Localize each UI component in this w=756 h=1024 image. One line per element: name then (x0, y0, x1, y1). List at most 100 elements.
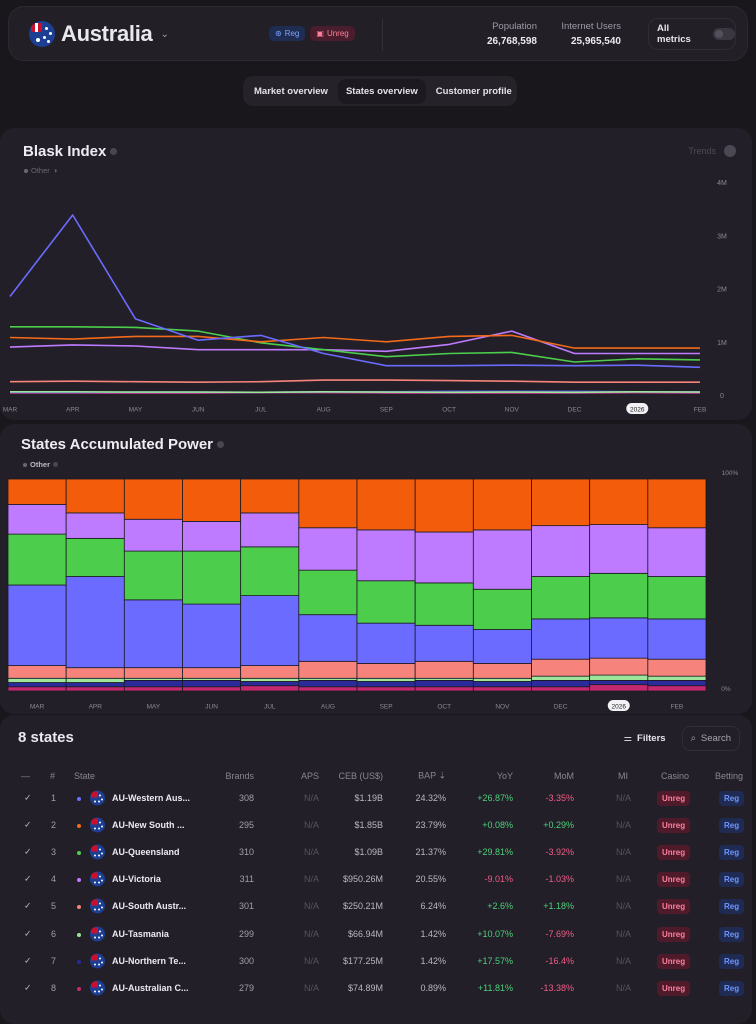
state-name-link[interactable]: AU-Queensland (112, 846, 180, 857)
bar-segment-au-tasmania[interactable] (7, 677, 67, 683)
bar-segment-au-new-south-wales[interactable] (589, 478, 649, 525)
row-checkbox[interactable]: ✓ (24, 846, 32, 857)
select-all-toggle[interactable]: — (21, 770, 30, 781)
bar-segment-au-tasmania[interactable] (472, 677, 532, 682)
bar-segment-au-queensland[interactable] (589, 572, 649, 619)
trends-switch[interactable] (724, 145, 736, 157)
col-yoy[interactable]: YoY (496, 770, 513, 781)
bar-segment-au-western-australia[interactable] (647, 618, 707, 660)
bar-segment-au-northern-territory[interactable] (7, 682, 67, 688)
bar-segment-au-new-south-wales[interactable] (240, 478, 300, 514)
col-brands[interactable]: Brands (225, 770, 254, 781)
bar-segment-au-western-australia[interactable] (531, 618, 591, 660)
series-line-au-queensland[interactable] (10, 326, 701, 363)
bar-segment-au-new-south-wales[interactable] (356, 478, 416, 531)
legend-other[interactable]: Other ◑ (24, 166, 57, 175)
table-row[interactable]: ✓ 7 AU-Northern Te... 300 N/A $177.25M 1… (0, 947, 752, 974)
bar-segment-au-south-australia[interactable] (65, 667, 125, 679)
bar-segment-au-queensland[interactable] (414, 582, 474, 626)
bar-segment-au-australian-capital-territory[interactable] (589, 684, 649, 692)
bar-segment-au-australian-capital-territory[interactable] (298, 686, 358, 692)
series-line-au-new-south-wales[interactable] (9, 334, 700, 349)
bar-segment-au-northern-territory[interactable] (531, 679, 591, 688)
bar-segment-au-victoria[interactable] (414, 531, 474, 584)
country-selector[interactable]: Australia ⌄ (29, 21, 169, 47)
table-row[interactable]: ✓ 5 AU-South Austr... 301 N/A $250.21M 6… (0, 893, 752, 920)
bar-segment-au-new-south-wales[interactable] (182, 478, 242, 522)
bar-segment-au-tasmania[interactable] (240, 677, 300, 682)
row-checkbox[interactable]: ✓ (24, 792, 32, 802)
col-mom[interactable]: MoM (554, 770, 574, 781)
bar-segment-au-south-australia[interactable] (356, 663, 416, 679)
series-line-au-western-australia[interactable] (9, 214, 701, 369)
bar-segment-au-victoria[interactable] (240, 512, 300, 548)
bar-segment-au-new-south-wales[interactable] (414, 478, 474, 533)
bar-segment-au-queensland[interactable] (182, 550, 242, 605)
bar-segment-au-western-australia[interactable] (472, 629, 532, 664)
bar-segment-au-victoria[interactable] (298, 527, 358, 571)
table-row[interactable]: ✓ 6 AU-Tasmania 299 N/A $66.94M 1.42% +1… (0, 920, 752, 947)
col-casino[interactable]: Casino (661, 770, 690, 781)
bar-segment-au-australian-capital-territory[interactable] (65, 686, 125, 692)
state-name-link[interactable]: AU-Tasmania (112, 928, 169, 939)
tab-customer-profile[interactable]: Customer profile (435, 85, 512, 97)
trends-toggle[interactable]: Trends (688, 145, 736, 157)
state-name-link[interactable]: AU-Northern Te... (112, 955, 186, 966)
bar-segment-au-south-australia[interactable] (7, 665, 67, 679)
bar-segment-au-south-australia[interactable] (240, 665, 300, 679)
bar-segment-au-south-australia[interactable] (182, 667, 242, 679)
bar-segment-au-western-australia[interactable] (240, 595, 300, 666)
bar-segment-au-new-south-wales[interactable] (7, 478, 67, 505)
bar-segment-au-western-australia[interactable] (65, 576, 125, 669)
row-checkbox[interactable]: ✓ (24, 928, 32, 938)
bar-segment-au-australian-capital-territory[interactable] (240, 685, 300, 692)
bar-segment-au-tasmania[interactable] (589, 674, 649, 681)
col-bap[interactable]: BAP ⇣ (418, 770, 446, 780)
info-icon[interactable] (217, 441, 225, 448)
bar-segment-au-northern-territory[interactable] (65, 682, 125, 688)
bar-segment-au-queensland[interactable] (123, 550, 183, 601)
bar-segment-au-queensland[interactable] (472, 588, 532, 630)
table-row[interactable]: ✓ 1 AU-Western Aus... 308 N/A $1.19B 24.… (0, 784, 752, 811)
bar-segment-au-northern-territory[interactable] (472, 681, 532, 688)
bar-segment-au-australian-capital-territory[interactable] (7, 686, 67, 692)
info-icon[interactable] (110, 148, 118, 155)
all-metrics-toggle[interactable]: All metrics (648, 18, 736, 50)
bar-segment-au-tasmania[interactable] (65, 677, 125, 683)
bar-segment-au-queensland[interactable] (531, 576, 591, 620)
series-line-au-tasmania[interactable] (10, 390, 701, 394)
col-ceb[interactable]: CEB (US$) (338, 770, 383, 781)
table-row[interactable]: ✓ 2 AU-New South ... 295 N/A $1.85B 23.7… (0, 811, 752, 838)
bar-segment-au-western-australia[interactable] (123, 599, 183, 669)
bar-segment-au-victoria[interactable] (65, 512, 125, 539)
bar-segment-au-tasmania[interactable] (356, 677, 416, 682)
bar-segment-au-queensland[interactable] (647, 576, 707, 620)
bar-segment-au-australian-capital-territory[interactable] (356, 686, 416, 692)
bar-segment-au-victoria[interactable] (472, 529, 532, 590)
bar-segment-au-western-australia[interactable] (414, 624, 474, 662)
bar-segment-au-australian-capital-territory[interactable] (123, 686, 183, 692)
bar-segment-au-australian-capital-territory[interactable] (647, 685, 707, 692)
bar-segment-au-queensland[interactable] (65, 537, 125, 577)
bar-segment-au-queensland[interactable] (7, 533, 67, 586)
bar-segment-au-victoria[interactable] (123, 518, 183, 552)
bar-segment-au-south-australia[interactable] (472, 663, 532, 679)
bar-segment-au-northern-territory[interactable] (298, 679, 358, 688)
bar-segment-au-new-south-wales[interactable] (472, 478, 532, 531)
bar-segment-au-northern-territory[interactable] (182, 679, 242, 688)
bar-segment-au-queensland[interactable] (240, 546, 300, 596)
bar-segment-au-south-australia[interactable] (647, 658, 707, 677)
bar-segment-au-south-australia[interactable] (414, 660, 474, 679)
bar-segment-au-queensland[interactable] (356, 580, 416, 624)
state-name-link[interactable]: AU-Australian C... (112, 982, 189, 993)
bar-segment-au-northern-territory[interactable] (240, 681, 300, 687)
bar-segment-au-western-australia[interactable] (589, 617, 649, 659)
all-metrics-switch[interactable] (713, 28, 735, 40)
table-row[interactable]: ✓ 8 AU-Australian C... 279 N/A $74.89M 0… (0, 974, 752, 1001)
tab-market-overview[interactable]: Market overview (254, 85, 328, 97)
bar-segment-au-victoria[interactable] (531, 525, 591, 577)
bar-segment-au-victoria[interactable] (647, 527, 707, 577)
bar-segment-au-western-australia[interactable] (7, 584, 67, 666)
state-name-link[interactable]: AU-Western Aus... (112, 792, 191, 803)
col-mi[interactable]: MI (618, 770, 628, 781)
